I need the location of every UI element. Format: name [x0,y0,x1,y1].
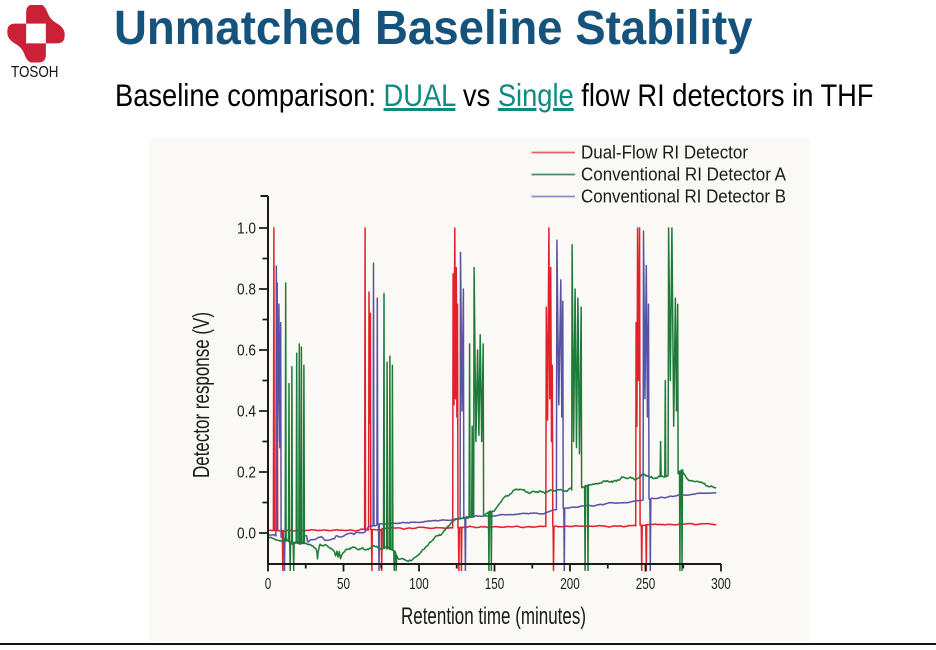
svg-text:0.4: 0.4 [237,404,256,421]
svg-text:0.2: 0.2 [237,465,256,482]
svg-text:0.0: 0.0 [237,526,256,543]
svg-text:Dual-Flow RI Detector: Dual-Flow RI Detector [581,143,748,163]
svg-text:0.8: 0.8 [237,282,256,299]
svg-text:0.6: 0.6 [237,343,256,360]
svg-text:100: 100 [409,576,429,593]
svg-text:1.0: 1.0 [237,221,256,238]
svg-text:250: 250 [636,576,656,593]
svg-text:Detector response (V): Detector response (V) [188,312,214,478]
svg-text:Conventional RI Detector A: Conventional RI Detector A [581,165,786,185]
svg-text:0: 0 [265,576,272,593]
svg-text:Conventional RI Detector B: Conventional RI Detector B [581,187,786,207]
svg-text:50: 50 [337,576,350,593]
svg-text:150: 150 [485,576,505,593]
svg-text:300: 300 [711,576,731,593]
svg-text:200: 200 [560,576,580,593]
svg-text:Retention time (minutes): Retention time (minutes) [401,603,586,630]
